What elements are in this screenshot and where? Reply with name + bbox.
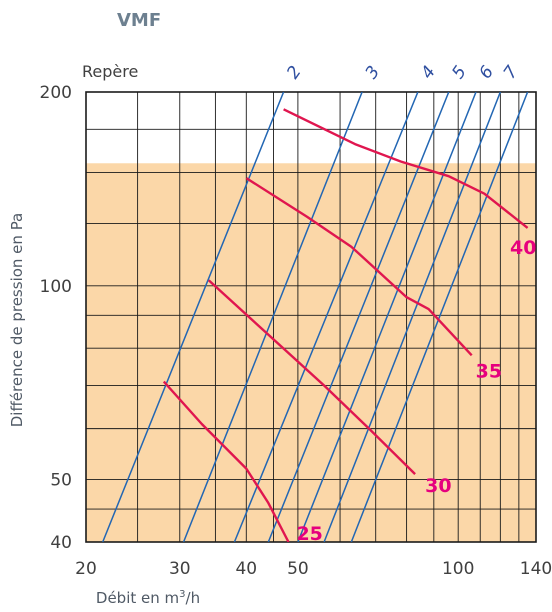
curve-label: 30	[425, 475, 451, 497]
curve-label: 35	[476, 360, 502, 382]
marker-label: 3	[362, 62, 385, 82]
curve-25	[162, 380, 290, 542]
x-axis-label-main: Débit en m	[96, 589, 179, 607]
y-axis-label: Différence de pression en Pa	[8, 213, 26, 428]
x-axis-label-tail: /h	[186, 589, 201, 607]
marker-label: 4	[417, 62, 440, 82]
marker-label: 2	[283, 62, 306, 82]
y-tick-label: 200	[40, 83, 72, 103]
y-tick-label: 40	[50, 533, 72, 553]
marker-line	[350, 92, 529, 542]
marker-label: 7	[500, 62, 523, 82]
x-tick-label: 20	[75, 559, 97, 579]
curve-35	[245, 177, 473, 357]
curve-40	[283, 108, 529, 229]
x-tick-label: 100	[442, 559, 474, 579]
x-tick-label: 140	[520, 559, 552, 579]
y-tick-label: 50	[50, 471, 72, 491]
x-tick-label: 40	[235, 559, 257, 579]
plot-frame	[85, 91, 537, 543]
marker-title: Repère	[82, 62, 138, 81]
curve-label: 25	[296, 523, 322, 545]
marker-line	[102, 92, 285, 542]
y-tick-label: 100	[40, 277, 72, 297]
x-axis-label-superscript: 3	[179, 589, 185, 600]
chart-title: VMF	[117, 10, 161, 31]
curve-30	[207, 279, 416, 475]
marker-line	[323, 92, 502, 542]
marker-label: 5	[448, 62, 471, 82]
marker-line	[297, 92, 477, 542]
marker-label: 6	[476, 62, 499, 82]
x-tick-label: 30	[169, 559, 191, 579]
marker-line	[233, 92, 419, 542]
curve-label: 40	[510, 237, 536, 259]
x-tick-label: 50	[287, 559, 309, 579]
x-axis-label: Débit en m3/h	[96, 589, 200, 607]
marker-line	[182, 92, 363, 542]
